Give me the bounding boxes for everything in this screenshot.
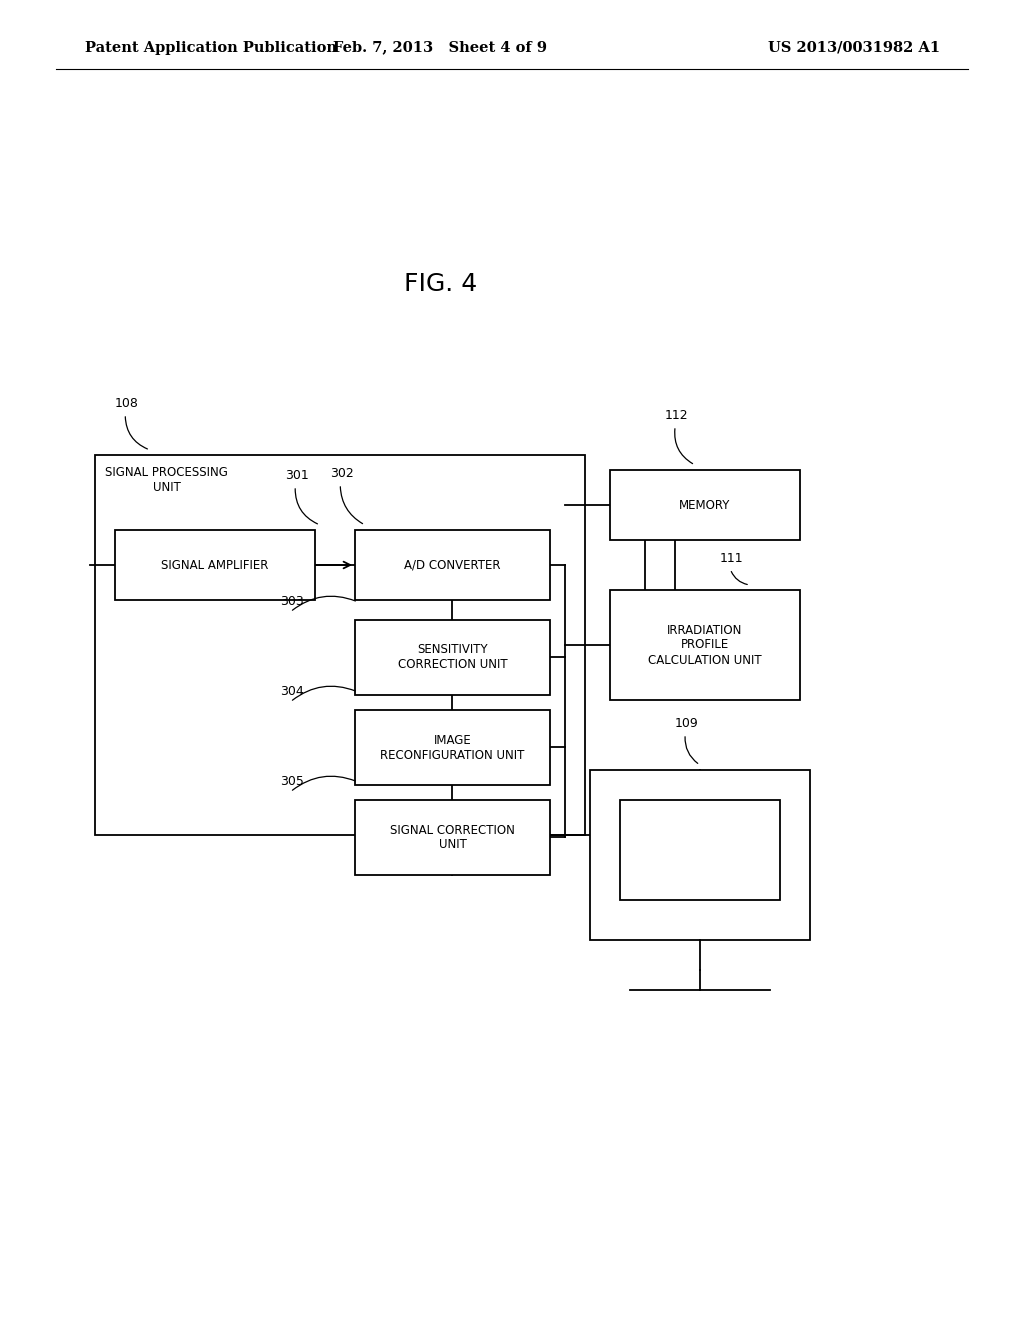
Text: 305: 305	[280, 775, 304, 788]
Text: US 2013/0031982 A1: US 2013/0031982 A1	[768, 41, 940, 54]
Bar	[355, 620, 550, 696]
Text: 108: 108	[115, 397, 139, 411]
Bar	[95, 455, 585, 836]
Text: A/D CONVERTER: A/D CONVERTER	[404, 558, 501, 572]
Text: SIGNAL PROCESSING
UNIT: SIGNAL PROCESSING UNIT	[105, 466, 228, 494]
Text: IRRADIATION
PROFILE
CALCULATION UNIT: IRRADIATION PROFILE CALCULATION UNIT	[648, 623, 762, 667]
Text: 109: 109	[675, 717, 698, 730]
Bar	[620, 800, 780, 900]
Text: 302: 302	[330, 467, 353, 480]
Text: 303: 303	[280, 595, 304, 609]
Text: SENSITIVITY
CORRECTION UNIT: SENSITIVITY CORRECTION UNIT	[397, 643, 507, 672]
Text: SIGNAL AMPLIFIER: SIGNAL AMPLIFIER	[162, 558, 268, 572]
Text: IMAGE
RECONFIGURATION UNIT: IMAGE RECONFIGURATION UNIT	[380, 734, 524, 762]
Bar	[610, 470, 800, 540]
Bar	[355, 800, 550, 875]
Bar	[355, 531, 550, 601]
Text: 304: 304	[280, 685, 304, 698]
Text: 111: 111	[720, 552, 743, 565]
Bar	[610, 590, 800, 700]
Bar	[355, 710, 550, 785]
Text: MEMORY: MEMORY	[679, 499, 731, 512]
Text: Patent Application Publication: Patent Application Publication	[85, 41, 337, 54]
Text: FIG. 4: FIG. 4	[403, 272, 477, 296]
Bar	[115, 531, 315, 601]
Text: SIGNAL CORRECTION
UNIT: SIGNAL CORRECTION UNIT	[390, 824, 515, 851]
Text: 112: 112	[665, 409, 688, 422]
Text: Feb. 7, 2013   Sheet 4 of 9: Feb. 7, 2013 Sheet 4 of 9	[334, 41, 547, 54]
Bar	[590, 770, 810, 940]
Text: 301: 301	[285, 469, 309, 482]
